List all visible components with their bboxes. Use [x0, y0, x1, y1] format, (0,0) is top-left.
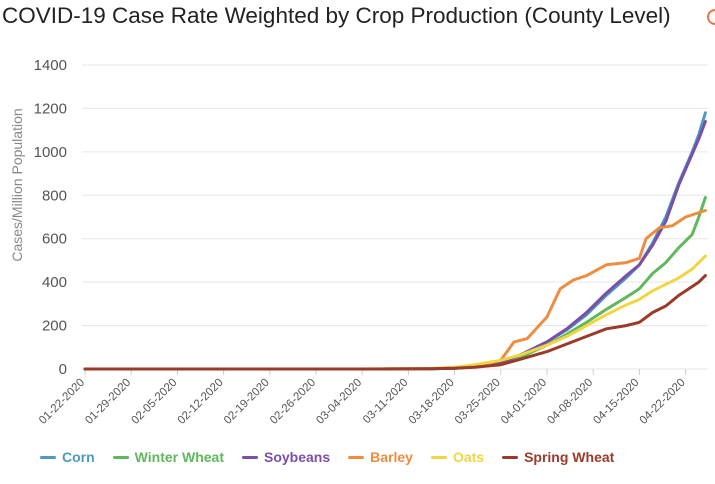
y-tick-label: 1000 [34, 144, 67, 161]
x-tick-label: 04-15-2020 [591, 377, 641, 427]
legend-label: Barley [370, 449, 413, 465]
y-axis-ticks: 0 200 400 600 800 1000 1200 1400 [34, 57, 67, 378]
legend-swatch [502, 455, 519, 459]
y-tick-label: 800 [42, 187, 67, 204]
y-tick-label: 0 [59, 361, 67, 378]
legend-item-corn[interactable]: Corn [40, 449, 95, 465]
x-tick-label: 03-18-2020 [407, 377, 457, 427]
x-tick-label: 03-11-2020 [361, 377, 410, 426]
legend-item-soybeans[interactable]: Soybeans [242, 449, 330, 465]
x-tick-label: 02-26-2020 [268, 377, 318, 427]
legend-swatch [40, 455, 56, 459]
x-tick-label: 02-05-2020 [129, 377, 179, 427]
legend-swatch [242, 455, 258, 459]
series-lines [83, 111, 707, 371]
legend: Corn Winter Wheat Soybeans Barley Oats Spring… [40, 449, 632, 465]
y-axis-label: Cases/Million Population [9, 108, 25, 262]
x-tick-label: 02-19-2020 [222, 377, 272, 427]
y-tick-label: 1400 [34, 57, 67, 74]
legend-item-oats[interactable]: Oats [430, 449, 485, 465]
x-tick-label: 01-22-2020 [37, 377, 87, 427]
x-tick-label: 03-25-2020 [453, 377, 503, 427]
legend-item-winter-wheat[interactable]: Winter Wheat [112, 449, 224, 465]
series-line-winter-wheat[interactable] [83, 196, 707, 371]
x-tick-label: 02-12-2020 [176, 377, 226, 427]
legend-item-barley[interactable]: Barley [348, 449, 413, 465]
legend-label: Soybeans [264, 449, 331, 465]
legend-item-spring-wheat[interactable]: Spring Wheat [502, 449, 614, 465]
series-line-soybeans[interactable] [83, 120, 707, 371]
legend-label: Oats [452, 449, 485, 465]
x-tick-label: 01-29-2020 [83, 377, 133, 427]
legend-label: Corn [62, 449, 95, 465]
y-tick-label: 400 [42, 274, 67, 291]
chart-title: COVID-19 Case Rate Weighted by Crop Prod… [2, 3, 671, 28]
legend-swatch [348, 455, 365, 459]
series-line-oats[interactable] [83, 254, 707, 371]
y-tick-label: 1200 [34, 100, 67, 117]
x-tick-label: 03-04-2020 [314, 377, 364, 427]
circle-icon[interactable] [707, 9, 715, 25]
x-tick-label: 04-01-2020 [499, 377, 549, 427]
y-tick-label: 600 [42, 231, 67, 248]
gridlines [82, 64, 708, 370]
legend-label: Winter Wheat [134, 449, 224, 465]
x-axis-ticks: 01-22-202001-29-202002-05-202002-12-2020… [37, 369, 688, 427]
series-line-spring-wheat[interactable] [83, 274, 707, 371]
legend-swatch [430, 455, 447, 459]
x-tick-label: 04-08-2020 [545, 377, 595, 427]
x-tick-label: 04-22-2020 [638, 377, 688, 427]
series-line-corn[interactable] [83, 111, 707, 371]
y-tick-label: 200 [42, 318, 67, 335]
legend-swatch [112, 455, 129, 459]
legend-label: Spring Wheat [524, 449, 615, 465]
